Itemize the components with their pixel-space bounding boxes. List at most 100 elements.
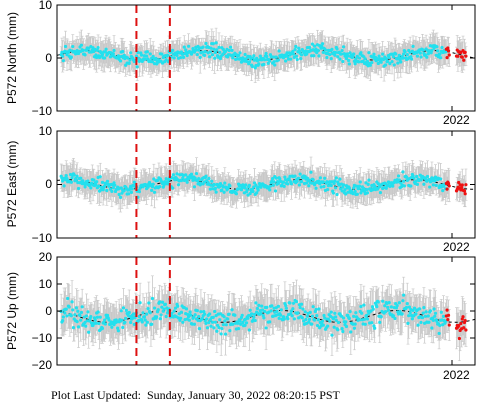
- data-point: [309, 170, 313, 174]
- data-point: [228, 184, 232, 188]
- data-point: [247, 60, 252, 64]
- north-event-lines: [135, 5, 171, 111]
- data-point: [333, 50, 338, 55]
- data-point: [355, 192, 359, 196]
- data-point: [376, 61, 380, 66]
- data-point: [72, 173, 76, 177]
- data-point: [105, 188, 109, 193]
- data-point: [291, 52, 296, 56]
- data-point: [289, 57, 293, 61]
- data-point: [151, 182, 155, 186]
- data-point: [236, 53, 241, 58]
- data-point: [218, 184, 222, 189]
- data-point: [201, 45, 205, 49]
- data-point: [150, 188, 154, 192]
- data-point: [331, 191, 336, 195]
- data-point: [330, 47, 334, 51]
- data-point: [166, 53, 170, 57]
- data-point: [239, 60, 244, 64]
- data-point: [297, 176, 301, 180]
- data-point: [243, 186, 247, 190]
- data-point: [218, 182, 223, 186]
- data-point: [323, 176, 327, 180]
- east-ytick-label: −10: [32, 231, 53, 245]
- data-point: [287, 177, 291, 181]
- data-point: [353, 189, 357, 194]
- north-xtick-label: 2022: [443, 113, 470, 127]
- recent-data-point: [445, 187, 449, 191]
- data-point: [377, 54, 381, 58]
- data-point: [164, 58, 168, 62]
- data-point: [335, 47, 339, 51]
- data-point: [71, 44, 75, 49]
- data-point: [297, 46, 301, 50]
- recent-data-point: [460, 55, 464, 59]
- recent-data-point: [464, 54, 468, 58]
- data-point: [231, 56, 235, 60]
- data-point: [316, 49, 320, 53]
- data-point: [187, 176, 191, 180]
- recent-data-point: [464, 183, 468, 187]
- data-point: [179, 55, 183, 60]
- data-point: [299, 57, 303, 61]
- data-point: [251, 189, 255, 194]
- data-point: [273, 63, 277, 67]
- data-point: [94, 183, 98, 187]
- data-point: [404, 175, 409, 179]
- data-point: [103, 56, 107, 60]
- data-point: [266, 61, 270, 65]
- data-point: [185, 53, 189, 58]
- data-point: [129, 190, 134, 194]
- data-point: [256, 188, 260, 192]
- data-point: [244, 183, 248, 187]
- data-point: [150, 185, 155, 189]
- data-point: [274, 176, 278, 180]
- data-point: [357, 187, 361, 191]
- data-point: [64, 174, 68, 178]
- data-point: [376, 182, 380, 186]
- data-point: [100, 52, 105, 57]
- data-point: [396, 174, 401, 178]
- data-point: [353, 62, 357, 66]
- data-point: [202, 53, 207, 57]
- data-point: [95, 180, 99, 184]
- data-point: [419, 55, 423, 59]
- data-point: [218, 56, 223, 61]
- data-point: [352, 186, 356, 190]
- data-point: [118, 195, 123, 199]
- data-point: [65, 177, 69, 181]
- data-point: [234, 192, 238, 196]
- data-point: [390, 59, 394, 64]
- data-point: [436, 49, 440, 53]
- data-point: [336, 55, 340, 59]
- data-point: [137, 190, 141, 194]
- data-point: [339, 52, 343, 56]
- data-point: [103, 50, 107, 54]
- data-point: [286, 55, 290, 59]
- data-point: [118, 59, 123, 63]
- north-axis-ticks: [57, 4, 475, 112]
- data-point: [332, 181, 336, 185]
- data-point: [127, 61, 131, 65]
- data-point: [329, 57, 333, 61]
- data-point: [148, 52, 152, 56]
- data-point: [252, 58, 257, 62]
- data-point: [185, 180, 189, 184]
- data-point: [273, 189, 278, 193]
- data-point: [215, 48, 219, 52]
- data-point: [401, 56, 405, 60]
- recent-data-point: [459, 50, 463, 54]
- data-point: [431, 183, 435, 187]
- data-point: [171, 186, 175, 190]
- data-point: [372, 52, 376, 56]
- data-point: [321, 180, 325, 184]
- data-point: [421, 48, 425, 52]
- data-point: [61, 179, 65, 183]
- data-point: [396, 61, 400, 65]
- data-point: [272, 60, 276, 64]
- data-point: [110, 189, 114, 193]
- data-point: [338, 57, 342, 61]
- data-point: [347, 62, 351, 66]
- data-point: [179, 179, 183, 183]
